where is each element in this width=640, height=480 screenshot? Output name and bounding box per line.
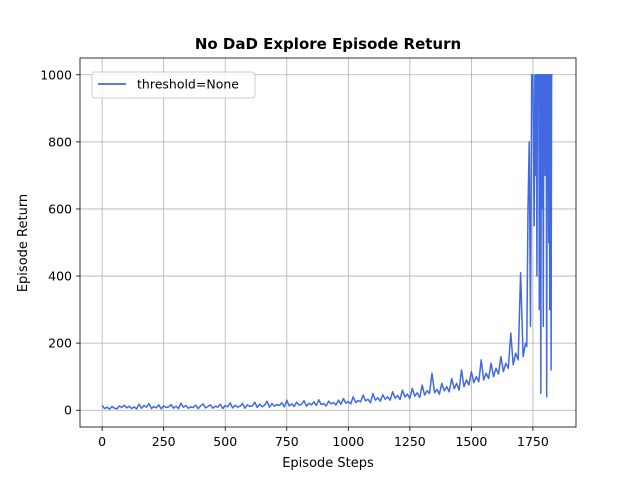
x-tick-label: 1000 (332, 434, 364, 449)
x-tick-label: 0 (98, 434, 106, 449)
x-tick-label: 250 (152, 434, 176, 449)
series-line (101, 74, 553, 410)
y-tick-label: 800 (48, 134, 72, 149)
y-tick-label: 1000 (40, 67, 72, 82)
x-axis-label: Episode Steps (282, 456, 374, 471)
y-tick-label: 200 (48, 336, 72, 351)
ticks: 0 250 500 750 1000 1250 1500 1750 0 200 400 600 800 1… (40, 67, 549, 449)
x-tick-label: 750 (275, 434, 299, 449)
y-tick-label: 0 (64, 403, 72, 418)
plot-frame (79, 57, 577, 428)
legend-box (91, 71, 256, 99)
x-tick-label: 500 (213, 434, 237, 449)
legend: threshold=None (91, 71, 256, 99)
x-tick-label: 1250 (394, 434, 426, 449)
series-layer (101, 74, 553, 410)
y-axis-label: Episode Return (16, 194, 31, 292)
chart-title: No DaD Explore Episode Return (195, 35, 461, 53)
y-tick-label: 400 (48, 269, 72, 284)
y-tick-label: 600 (48, 201, 72, 216)
legend-label: threshold=None (137, 77, 239, 92)
x-tick-label: 1500 (455, 434, 487, 449)
grid (80, 58, 576, 427)
x-tick-label: 1750 (517, 434, 549, 449)
